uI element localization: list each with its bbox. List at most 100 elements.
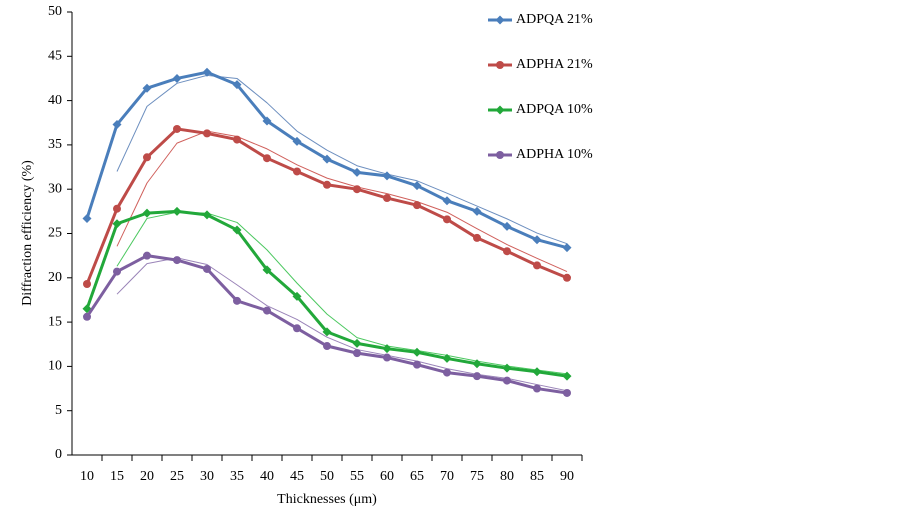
data-point bbox=[82, 213, 92, 223]
data-point bbox=[232, 225, 242, 235]
y-tick-label: 50 bbox=[48, 4, 62, 19]
data-point bbox=[413, 201, 421, 210]
x-tick-label: 55 bbox=[350, 469, 364, 484]
y-tick-label: 30 bbox=[48, 181, 62, 196]
data-point bbox=[83, 312, 91, 321]
x-tick-label: 70 bbox=[440, 469, 454, 484]
x-tick-label: 30 bbox=[200, 469, 214, 484]
series-line bbox=[116, 74, 568, 245]
data-point bbox=[352, 167, 362, 177]
y-axis-label: Diffraction efficiency (%) bbox=[20, 160, 35, 306]
data-point bbox=[502, 221, 512, 231]
x-tick-label: 80 bbox=[500, 469, 514, 484]
x-tick-label: 65 bbox=[410, 469, 424, 484]
data-point bbox=[113, 267, 121, 276]
legend-marker bbox=[495, 105, 505, 115]
y-tick-label: 20 bbox=[48, 270, 62, 285]
legend-label: ADPHA 10% bbox=[516, 147, 593, 162]
data-point bbox=[473, 233, 481, 242]
data-point bbox=[292, 136, 302, 146]
x-tick-label: 75 bbox=[470, 469, 484, 484]
data-point bbox=[172, 206, 182, 216]
series-line bbox=[85, 254, 568, 395]
data-point bbox=[443, 215, 451, 224]
data-point bbox=[412, 181, 422, 191]
data-point bbox=[382, 344, 392, 354]
y-tick-label: 10 bbox=[48, 359, 62, 374]
data-point bbox=[262, 116, 272, 126]
x-tick-label: 15 bbox=[110, 469, 124, 484]
data-point bbox=[472, 359, 482, 369]
data-point bbox=[323, 180, 331, 189]
data-point bbox=[503, 247, 511, 256]
data-point bbox=[173, 124, 181, 133]
y-tick-label: 0 bbox=[55, 447, 62, 462]
x-tick-label: 85 bbox=[530, 469, 544, 484]
x-tick-label: 90 bbox=[560, 469, 574, 484]
data-point bbox=[323, 342, 331, 351]
data-point bbox=[142, 83, 152, 93]
legend-marker bbox=[495, 15, 505, 25]
data-point bbox=[562, 243, 572, 253]
data-point bbox=[322, 154, 332, 164]
x-tick-label: 60 bbox=[380, 469, 394, 484]
data-point bbox=[112, 219, 122, 229]
data-point bbox=[233, 296, 241, 305]
data-point bbox=[383, 194, 391, 203]
data-point bbox=[263, 306, 271, 315]
legend-label: ADPHA 21% bbox=[516, 57, 593, 72]
data-point bbox=[322, 327, 332, 337]
series-line bbox=[85, 127, 568, 285]
legend-marker bbox=[496, 61, 504, 69]
data-point bbox=[472, 206, 482, 216]
x-tick-label: 40 bbox=[260, 469, 274, 484]
data-point bbox=[353, 185, 361, 194]
data-point bbox=[202, 210, 212, 220]
data-point bbox=[533, 384, 541, 393]
data-point bbox=[202, 67, 212, 77]
data-point bbox=[173, 256, 181, 265]
data-point bbox=[142, 208, 152, 218]
data-point bbox=[292, 291, 302, 301]
data-point bbox=[442, 353, 452, 363]
data-point bbox=[563, 388, 571, 397]
legend-marker bbox=[496, 151, 504, 159]
data-point bbox=[532, 367, 542, 377]
y-tick-label: 40 bbox=[48, 93, 62, 108]
data-point bbox=[533, 261, 541, 270]
data-point bbox=[172, 73, 182, 83]
y-tick-label: 25 bbox=[48, 226, 62, 241]
data-point bbox=[293, 324, 301, 333]
legend-label: ADPQA 10% bbox=[516, 102, 593, 117]
x-tick-label: 10 bbox=[80, 469, 94, 484]
data-point bbox=[442, 196, 452, 206]
data-point bbox=[353, 349, 361, 358]
data-point bbox=[143, 153, 151, 162]
x-tick-label: 20 bbox=[140, 469, 154, 484]
data-point bbox=[443, 368, 451, 377]
data-point bbox=[503, 376, 511, 385]
data-point bbox=[113, 204, 121, 213]
y-tick-label: 5 bbox=[55, 403, 62, 418]
x-tick-label: 45 bbox=[290, 469, 304, 484]
data-point bbox=[383, 353, 391, 362]
data-point bbox=[263, 154, 271, 163]
x-tick-label: 50 bbox=[320, 469, 334, 484]
data-point bbox=[233, 135, 241, 144]
data-point bbox=[502, 363, 512, 373]
data-point bbox=[232, 80, 242, 90]
x-tick-label: 25 bbox=[170, 469, 184, 484]
data-point bbox=[382, 171, 392, 181]
legend-label: ADPQA 21% bbox=[516, 12, 593, 27]
data-point bbox=[262, 265, 272, 275]
data-point bbox=[473, 372, 481, 381]
series-line bbox=[116, 130, 568, 273]
y-tick-label: 35 bbox=[48, 137, 62, 152]
data-point bbox=[413, 360, 421, 369]
series-line bbox=[116, 257, 568, 392]
data-point bbox=[83, 280, 91, 289]
y-tick-label: 15 bbox=[48, 314, 62, 329]
data-point bbox=[143, 251, 151, 260]
data-point bbox=[412, 347, 422, 357]
